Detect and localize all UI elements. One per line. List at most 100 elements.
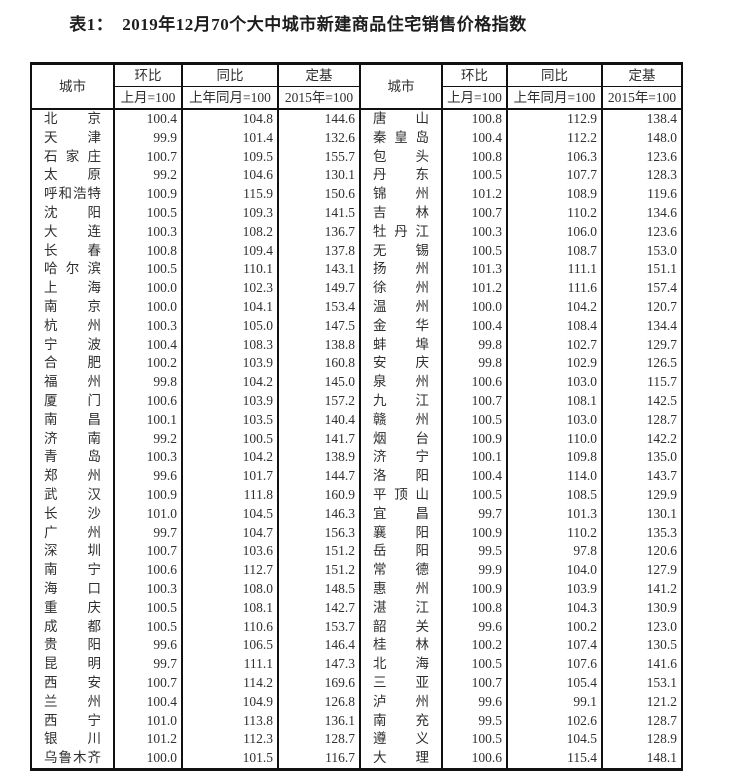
city-name: 沈阳: [44, 204, 101, 220]
mom-index-value: 100.7: [441, 203, 508, 223]
fixed-base-index-value: 144.6: [277, 109, 361, 129]
city-name: 北海: [373, 656, 429, 672]
yoy-index-value: 110.0: [506, 429, 603, 449]
fixed-base-index-value: 135.3: [601, 523, 683, 543]
fixed-base-index-value: 155.7: [277, 147, 361, 167]
city-name: 海口: [44, 580, 101, 596]
city-name-cell: 遵义: [359, 730, 443, 750]
fixed-base-index-value: 148.5: [277, 579, 361, 599]
city-name: 泸州: [373, 693, 429, 709]
yoy-index-value: 104.6: [181, 166, 279, 186]
city-name-cell: 西宁: [30, 711, 115, 731]
fixed-base-index-value: 142.5: [601, 391, 683, 411]
city-name: 厦门: [44, 392, 101, 408]
mom-index-value: 100.8: [441, 598, 508, 618]
mom-index-value: 100.3: [113, 316, 183, 336]
mom-index-value: 100.8: [441, 147, 508, 167]
yoy-index-value: 107.6: [506, 655, 603, 674]
yoy-index-value: 105.0: [181, 316, 279, 336]
fixed-base-index-value: 127.9: [601, 561, 683, 580]
fixed-base-index-value: 153.1: [601, 673, 683, 693]
mom-index-value: 100.3: [113, 222, 183, 242]
city-name: 南宁: [44, 562, 101, 578]
city-name: 重庆: [44, 599, 101, 615]
col-header-yoy-left: 同比: [181, 63, 279, 87]
table-row: 沈阳 100.5 109.3 141.5 吉林 100.7 110.2 134.6: [30, 203, 683, 223]
city-name: 大理: [373, 750, 429, 766]
yoy-index-value: 104.7: [181, 523, 279, 543]
city-name: 武汉: [44, 486, 101, 502]
mom-index-value: 100.8: [441, 109, 508, 129]
city-name-cell: 天津: [30, 128, 115, 148]
yoy-index-value: 109.5: [181, 147, 279, 167]
table-row: 银川 101.2 112.3 128.7 遵义 100.5 104.5 128.9: [30, 730, 683, 750]
mom-index-value: 99.8: [441, 335, 508, 355]
fixed-base-index-value: 120.7: [601, 297, 683, 317]
city-name-cell: 长春: [30, 241, 115, 261]
table-row: 深圳 100.7 103.6 151.2 岳阳 99.5 97.8 120.6: [30, 542, 683, 562]
yoy-index-value: 102.7: [506, 335, 603, 355]
mom-index-value: 101.0: [113, 504, 183, 524]
yoy-index-value: 109.3: [181, 203, 279, 223]
city-name: 锦州: [373, 186, 429, 202]
city-name: 广州: [44, 524, 101, 540]
city-name-cell: 昆明: [30, 655, 115, 674]
mom-index-value: 101.2: [441, 185, 508, 204]
fixed-base-index-value: 160.9: [277, 485, 361, 505]
fixed-base-index-value: 128.7: [277, 730, 361, 750]
yoy-index-value: 112.7: [181, 561, 279, 580]
yoy-index-value: 102.3: [181, 279, 279, 298]
mom-index-value: 99.5: [441, 711, 508, 731]
city-name: 岳阳: [373, 543, 429, 559]
city-name-cell: 海口: [30, 579, 115, 599]
fixed-base-index-value: 130.1: [277, 166, 361, 186]
city-name-cell: 桂林: [359, 636, 443, 656]
table-row: 贵阳 99.6 106.5 146.4 桂林 100.2 107.4 130.5: [30, 636, 683, 656]
yoy-index-value: 108.3: [181, 335, 279, 355]
mom-index-value: 100.7: [441, 673, 508, 693]
table-row: 宁波 100.4 108.3 138.8 蚌埠 99.8 102.7 129.7: [30, 335, 683, 355]
table-row: 合肥 100.2 103.9 160.8 安庆 99.8 102.9 126.5: [30, 354, 683, 374]
city-name-cell: 秦皇岛: [359, 128, 443, 148]
table-row: 大连 100.3 108.2 136.7 牡丹江 100.3 106.0 123.6: [30, 222, 683, 242]
city-name-cell: 唐山: [359, 109, 443, 129]
fixed-base-index-value: 136.1: [277, 711, 361, 731]
fixed-base-index-value: 141.6: [601, 655, 683, 674]
mom-index-value: 100.5: [441, 730, 508, 750]
mom-index-value: 100.5: [441, 166, 508, 186]
table-row: 北京 100.4 104.8 144.6 唐山 100.8 112.9 138.4: [30, 109, 683, 129]
city-name-cell: 南昌: [30, 410, 115, 430]
city-name-cell: 重庆: [30, 598, 115, 618]
fixed-base-index-value: 123.6: [601, 222, 683, 242]
table-row: 南宁 100.6 112.7 151.2 常德 99.9 104.0 127.9: [30, 561, 683, 580]
city-name: 银川: [44, 731, 101, 747]
yoy-index-value: 103.0: [506, 373, 603, 392]
city-name: 西宁: [44, 712, 101, 728]
table-title: 表1： 2019年12月70个大中城市新建商品住宅销售价格指数: [69, 15, 527, 34]
city-name-cell: 青岛: [30, 448, 115, 468]
city-name-cell: 银川: [30, 730, 115, 750]
city-name: 兰州: [44, 693, 101, 709]
city-name-cell: 岳阳: [359, 542, 443, 562]
fixed-base-index-value: 126.5: [601, 354, 683, 374]
yoy-index-value: 115.4: [506, 749, 603, 770]
table-row: 石家庄 100.7 109.5 155.7 包头 100.8 106.3 123.6: [30, 147, 683, 167]
yoy-index-value: 114.2: [181, 673, 279, 693]
mom-index-value: 100.5: [113, 598, 183, 618]
table-row: 重庆 100.5 108.1 142.7 湛江 100.8 104.3 130.9: [30, 598, 683, 618]
fixed-base-index-value: 130.1: [601, 504, 683, 524]
fixed-base-index-value: 136.7: [277, 222, 361, 242]
city-name: 长春: [44, 242, 101, 258]
fixed-base-index-value: 156.3: [277, 523, 361, 543]
fixed-base-index-value: 129.7: [601, 335, 683, 355]
yoy-index-value: 97.8: [506, 542, 603, 562]
yoy-index-value: 110.2: [506, 203, 603, 223]
mom-index-value: 100.9: [113, 485, 183, 505]
fixed-base-index-value: 147.3: [277, 655, 361, 674]
table-row: 天津 99.9 101.4 132.6 秦皇岛 100.4 112.2 148.0: [30, 128, 683, 148]
city-name-cell: 北京: [30, 109, 115, 129]
city-name: 金华: [373, 317, 429, 333]
yoy-index-value: 108.1: [181, 598, 279, 618]
city-name-cell: 乌鲁木齐: [30, 749, 115, 770]
